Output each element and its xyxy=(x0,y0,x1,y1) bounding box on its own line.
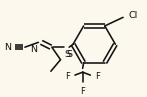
Text: Cl: Cl xyxy=(129,11,138,20)
Text: F: F xyxy=(95,72,100,81)
Text: N: N xyxy=(4,43,11,52)
Text: N: N xyxy=(30,45,37,54)
Text: S: S xyxy=(64,50,70,59)
Text: S: S xyxy=(66,50,72,59)
Text: F: F xyxy=(65,72,70,81)
Text: F: F xyxy=(80,87,85,96)
